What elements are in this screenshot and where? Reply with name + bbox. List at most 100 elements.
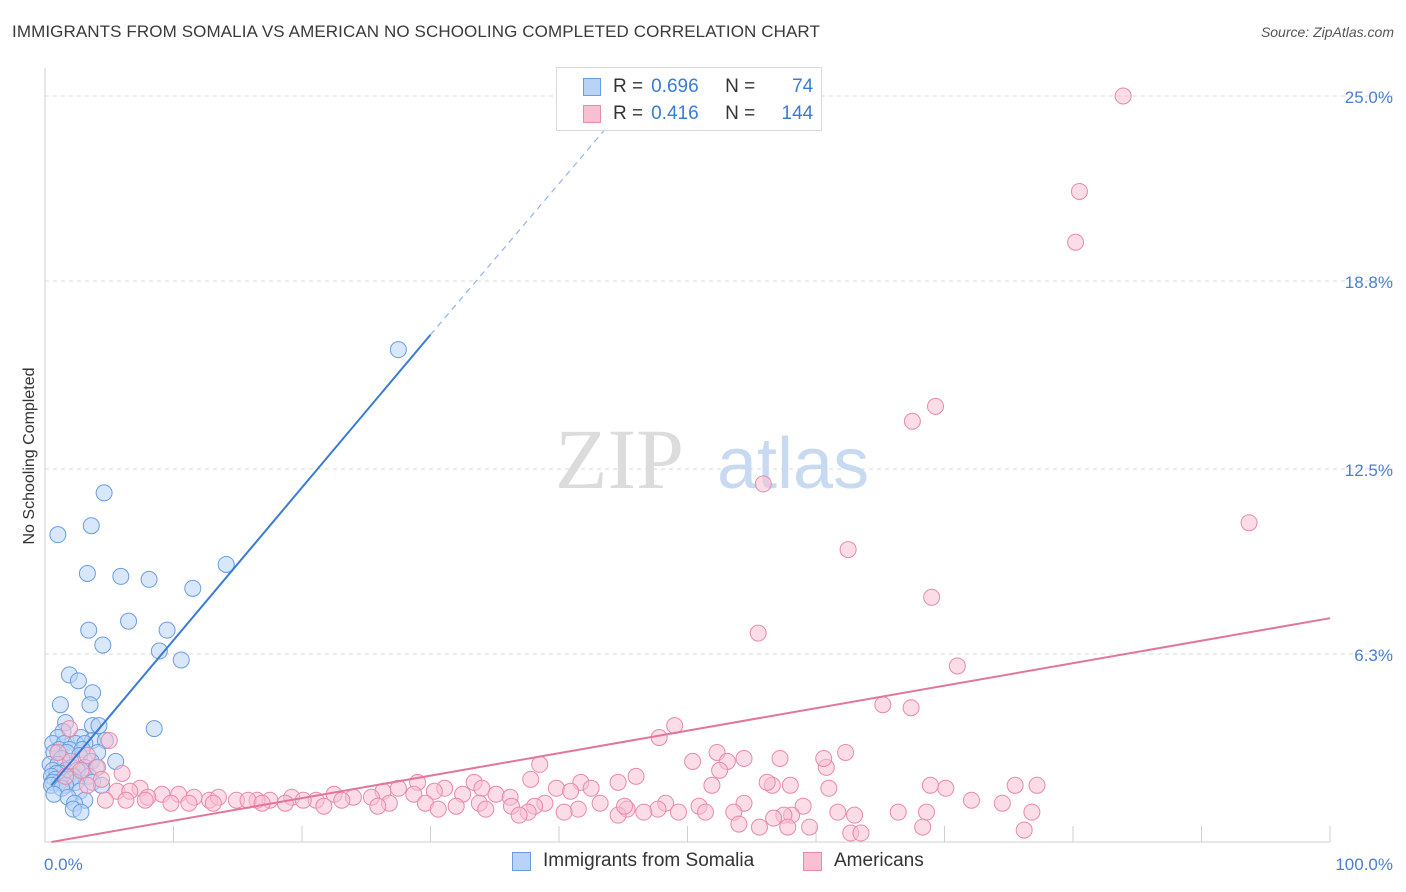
point-americans [1070, 182, 1088, 200]
point-americans [609, 773, 627, 791]
point-americans [447, 797, 465, 815]
point-americans [531, 755, 549, 773]
point-americans [1114, 87, 1132, 105]
point-americans [829, 803, 847, 821]
gridlines [45, 95, 1395, 655]
point-americans [315, 797, 333, 815]
point-americans [333, 791, 351, 809]
point-americans [670, 803, 688, 821]
point-americans [294, 791, 312, 809]
point-somalia [82, 517, 100, 535]
legend-row-somalia: R = 0.696 N = 74 [583, 74, 813, 100]
point-americans [555, 803, 573, 821]
point-americans [113, 764, 131, 782]
point-somalia [184, 579, 202, 597]
watermark: ZIP atlas [555, 411, 869, 507]
point-americans [429, 800, 447, 818]
point-somalia [51, 696, 69, 714]
legend-r-value: 0.416 [651, 103, 699, 124]
point-americans [591, 794, 609, 812]
series-label-somalia: Immigrants from Somalia [543, 850, 755, 871]
watermark-atlas: atlas [717, 424, 869, 504]
legend-r-value: 0.696 [651, 76, 699, 97]
point-americans [627, 767, 645, 785]
point-americans [874, 696, 892, 714]
point-americans [839, 541, 857, 559]
point-americans [820, 779, 838, 797]
point-americans [750, 818, 768, 836]
point-americans [837, 743, 855, 761]
point-americans [948, 657, 966, 675]
legend-n-label: N = [725, 76, 756, 97]
point-americans [779, 818, 797, 836]
legend-n-value: 144 [781, 103, 814, 124]
y-tick-label: 6.3% [1354, 646, 1393, 665]
point-americans [136, 791, 154, 809]
point-americans [730, 815, 748, 833]
point-americans [781, 776, 799, 794]
point-somalia [81, 696, 99, 714]
point-americans [703, 776, 721, 794]
trend-line-somalia-extension [430, 107, 624, 336]
point-americans [616, 797, 634, 815]
point-americans [711, 761, 729, 779]
legend-n-value: 74 [792, 76, 814, 97]
point-americans [758, 773, 776, 791]
point-americans [72, 761, 90, 779]
point-americans [477, 800, 495, 818]
point-americans [684, 752, 702, 770]
y-tick-label: 18.8% [1345, 273, 1393, 292]
point-americans [754, 475, 772, 493]
series-legend-somalia: Immigrants from Somalia [512, 850, 754, 872]
point-somalia [94, 636, 112, 654]
point-americans [735, 749, 753, 767]
point-americans [889, 803, 907, 821]
point-americans [918, 803, 936, 821]
point-americans [1240, 514, 1258, 532]
point-americans [914, 818, 932, 836]
point-americans [635, 803, 653, 821]
point-somalia [49, 526, 67, 544]
trend-line-somalia [50, 334, 432, 786]
y-tick-label: 12.5% [1345, 461, 1393, 480]
point-americans [162, 794, 180, 812]
series-swatch-americans [803, 851, 822, 871]
data-points [41, 87, 1258, 842]
point-americans [1067, 233, 1085, 251]
point-americans [771, 749, 789, 767]
point-americans [846, 806, 864, 824]
point-somalia [120, 612, 138, 630]
point-americans [582, 779, 600, 797]
point-somalia [78, 564, 96, 582]
point-americans [852, 824, 870, 842]
point-americans [937, 779, 955, 797]
point-somalia [172, 651, 190, 669]
trend-line-americans [51, 617, 1331, 843]
legend-swatch-somalia [583, 78, 601, 96]
point-somalia [80, 621, 98, 639]
legend-row-americans: R = 0.416 N = 144 [583, 101, 813, 127]
point-americans [180, 794, 198, 812]
legend-r-label: R = [613, 103, 644, 124]
point-americans [765, 809, 783, 827]
point-americans [801, 818, 819, 836]
watermark-zip: ZIP [555, 411, 684, 507]
point-americans [473, 779, 491, 797]
point-americans [794, 797, 812, 815]
point-americans [1006, 776, 1024, 794]
point-americans [49, 743, 67, 761]
point-somalia [69, 672, 87, 690]
point-americans [522, 770, 540, 788]
point-americans [117, 791, 135, 809]
correlation-legend: R = 0.696 N = 74 R = 0.416 N = 144 [556, 67, 822, 131]
point-americans [96, 791, 114, 809]
point-americans [405, 785, 423, 803]
legend-r-label: R = [613, 76, 644, 97]
axes [44, 68, 1331, 843]
point-americans [547, 779, 565, 797]
point-somalia [90, 717, 108, 735]
x-tick-label: 0.0% [44, 855, 83, 874]
point-americans [204, 794, 222, 812]
tick-labels: 6.3% 12.5% 18.8% 25.0% 0.0% 100.0% [44, 88, 1393, 874]
